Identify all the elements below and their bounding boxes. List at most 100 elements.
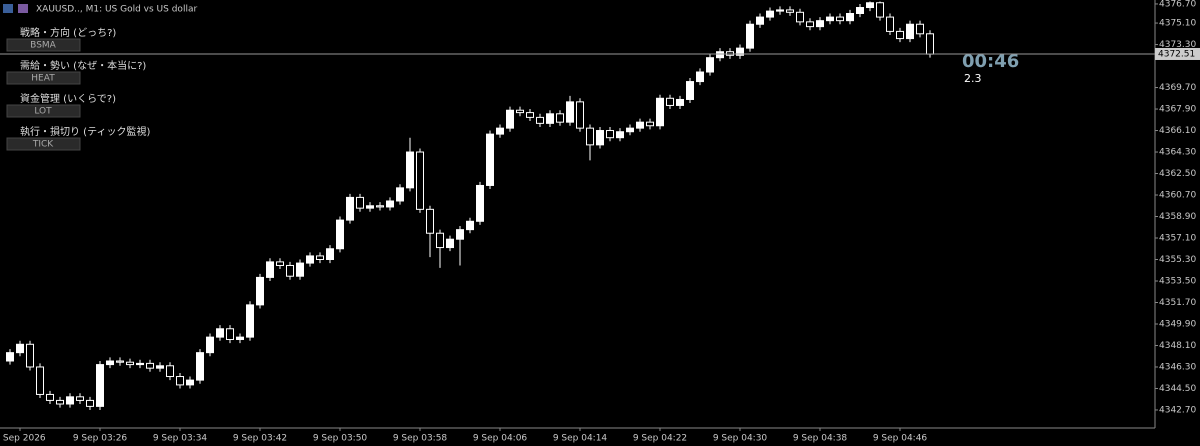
- candle-body: [686, 81, 694, 100]
- candle-body: [526, 112, 534, 118]
- candle-body: [176, 376, 184, 386]
- x-tick-label: 9 Sep 03:58: [393, 434, 448, 444]
- candle-body: [276, 261, 284, 266]
- candle-body: [6, 352, 14, 362]
- x-tick-label: 9 Sep 03:42: [233, 434, 287, 444]
- y-tick-label: 4342.70: [1159, 405, 1196, 415]
- y-tick-label: 4348.10: [1159, 341, 1196, 351]
- candle-body: [396, 187, 404, 202]
- candle-body: [36, 366, 44, 395]
- candle-body: [756, 16, 764, 25]
- candle-body: [896, 30, 904, 40]
- price-label: 4372.51: [1158, 49, 1195, 59]
- candle-body: [196, 352, 204, 381]
- y-tick-label: 4357.10: [1159, 234, 1196, 244]
- x-tick-label: 9 Sep 04:14: [553, 434, 608, 444]
- y-tick-label: 4364.30: [1159, 148, 1196, 158]
- candle-body: [116, 360, 124, 363]
- panel-button-label[interactable]: HEAT: [31, 74, 55, 84]
- candle-body: [246, 304, 254, 338]
- x-tick-label: 9 Sep 04:30: [713, 434, 768, 444]
- panel-button-label[interactable]: TICK: [32, 140, 54, 150]
- candle-body: [146, 362, 154, 369]
- panel-label: 資金管理 (いくらで?): [20, 92, 116, 105]
- panel-label: 戦略・方向 (どっち?): [20, 26, 116, 39]
- panel-button[interactable]: [6, 38, 81, 52]
- y-tick-label: 4373.30: [1159, 40, 1196, 50]
- candle-body: [646, 121, 654, 127]
- candle-body: [466, 220, 474, 231]
- candle-body: [806, 21, 814, 28]
- candle-body: [926, 33, 934, 55]
- candle-body: [26, 343, 34, 368]
- candle-body: [166, 365, 174, 378]
- y-tick-label: 4366.10: [1159, 126, 1196, 136]
- panel-label: 需給・勢い (なぜ・本当に?): [20, 59, 146, 72]
- candle-body: [326, 248, 334, 260]
- panel-button[interactable]: [6, 137, 81, 151]
- candle-body: [556, 113, 564, 123]
- candle-body: [86, 399, 94, 407]
- candle-body: [256, 276, 264, 306]
- candle-body: [746, 23, 754, 49]
- candle-body: [666, 97, 674, 106]
- candle-body: [16, 343, 24, 354]
- panel-button[interactable]: [6, 71, 81, 85]
- candle-body: [916, 23, 924, 35]
- candle-body: [886, 16, 894, 32]
- candle-body: [186, 379, 194, 386]
- x-tick-label: 9 Sep 04:22: [633, 434, 687, 444]
- candle-body: [876, 2, 884, 18]
- candle-body: [386, 200, 394, 208]
- panel-label: 執行・損切り (ティック監視): [20, 125, 150, 138]
- candle-body: [226, 328, 234, 341]
- candle-body: [796, 11, 804, 23]
- y-tick-label: 4349.90: [1159, 319, 1196, 329]
- countdown: 00:46: [962, 51, 1019, 72]
- candle-body: [496, 127, 504, 135]
- candle-body: [126, 361, 134, 366]
- candle-body: [476, 184, 484, 222]
- candle-body: [836, 16, 844, 22]
- candle-body: [736, 47, 744, 56]
- x-tick-label: 9 Sep 03:26: [73, 434, 128, 444]
- candle-body: [66, 396, 74, 405]
- panel-button[interactable]: [6, 104, 81, 118]
- candle-body: [156, 365, 164, 369]
- price-tag: [1155, 47, 1200, 60]
- candle-body: [236, 336, 244, 341]
- candle-body: [516, 109, 524, 114]
- x-tick-label: 9 Sep 03:50: [313, 434, 368, 444]
- panel-button-label[interactable]: LOT: [34, 107, 52, 117]
- y-tick-label: 4353.50: [1159, 276, 1196, 286]
- y-tick-label: 4355.30: [1159, 255, 1196, 265]
- candle-body: [46, 393, 54, 401]
- candle-body: [346, 196, 354, 221]
- candle-body: [416, 151, 424, 210]
- y-tick-label: 4376.70: [1159, 0, 1196, 9]
- candle-body: [456, 229, 464, 240]
- candle-body: [216, 328, 224, 338]
- candle-body: [56, 399, 64, 405]
- candle-body: [336, 219, 344, 250]
- candle-body: [266, 261, 274, 278]
- y-tick-label: 4362.50: [1159, 169, 1196, 179]
- chart-title: XAUUSD.., M1: US Gold vs US dollar: [36, 5, 197, 15]
- y-tick-label: 4351.70: [1159, 298, 1196, 308]
- candle-body: [626, 127, 634, 133]
- icon: [18, 4, 28, 13]
- candle-body: [436, 232, 444, 249]
- candle-body: [76, 396, 84, 401]
- candle-body: [586, 127, 594, 146]
- panel-button-label[interactable]: BSMA: [30, 41, 56, 51]
- x-tick-label: 9 Sep 04:46: [873, 434, 928, 444]
- candle-body: [576, 101, 584, 129]
- candle-body: [566, 101, 574, 123]
- candle-body: [356, 196, 364, 209]
- candle-body: [206, 336, 214, 354]
- candle-body: [506, 109, 514, 129]
- y-tick-label: 4358.90: [1159, 212, 1196, 222]
- candle-body: [656, 97, 664, 127]
- candle-body: [306, 255, 314, 264]
